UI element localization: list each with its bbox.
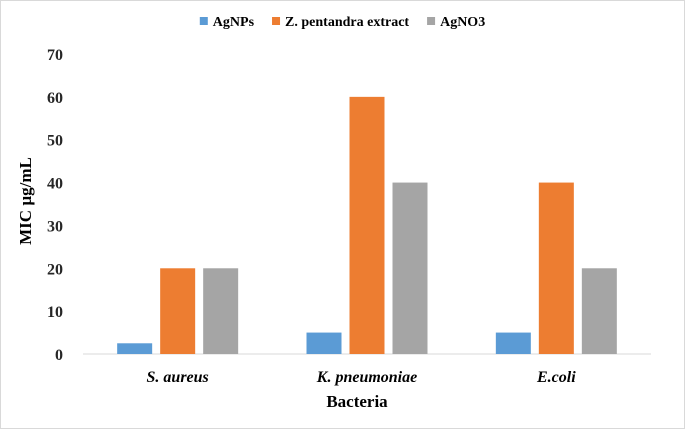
y-tick-label-20: 20 xyxy=(47,261,63,278)
bar-agno3-k-pneumoniae xyxy=(392,182,428,354)
bar-agnps-e-coli xyxy=(495,332,531,354)
bars xyxy=(117,96,617,354)
y-tick-label-70: 70 xyxy=(47,47,63,64)
y-tick-label-40: 40 xyxy=(47,176,63,193)
y-tick-label-60: 60 xyxy=(47,90,63,107)
x-category-label-e-coli: E.coli xyxy=(536,369,576,386)
bar-agnps-k-pneumoniae xyxy=(306,332,342,354)
legend-label-agnps: AgNPs xyxy=(213,15,255,30)
legend-label-agno3: AgNO3 xyxy=(440,15,485,30)
bar-agnps-s-aureus xyxy=(117,343,153,354)
x-category-label-k-pneumoniae: K. pneumoniae xyxy=(316,369,417,386)
legend-swatch-z-pentandra-extract xyxy=(272,17,281,25)
x-axis-categories: S. aureus K. pneumoniae E.coli xyxy=(147,369,577,386)
y-tick-label-30: 30 xyxy=(47,218,63,235)
legend-swatch-agnps xyxy=(199,17,208,25)
legend-swatch-agno3 xyxy=(427,17,436,25)
bar-z-pentandra-extract-s-aureus xyxy=(160,268,196,354)
legend: AgNPs Z. pentandra extract AgNO3 xyxy=(199,15,485,30)
y-axis-ticks: 0 10 20 30 40 50 60 70 xyxy=(47,47,63,364)
y-tick-label-10: 10 xyxy=(47,304,63,321)
y-tick-label-50: 50 xyxy=(47,133,63,150)
bar-agno3-s-aureus xyxy=(203,268,239,354)
bar-z-pentandra-extract-k-pneumoniae xyxy=(349,96,385,354)
y-tick-label-0: 0 xyxy=(55,347,63,364)
x-axis-title: Bacteria xyxy=(326,392,388,411)
y-axis-title: MIC µg/mL xyxy=(16,157,35,245)
x-category-label-s-aureus: S. aureus xyxy=(147,369,209,386)
bar-z-pentandra-extract-e-coli xyxy=(538,182,574,354)
legend-label-z-pentandra-extract: Z. pentandra extract xyxy=(285,15,409,30)
bar-agno3-e-coli xyxy=(581,268,617,354)
